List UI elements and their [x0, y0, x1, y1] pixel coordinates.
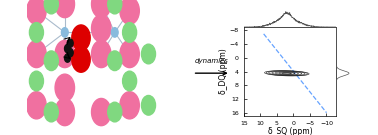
- Ellipse shape: [44, 102, 58, 122]
- Ellipse shape: [122, 23, 136, 42]
- Ellipse shape: [72, 25, 90, 51]
- Ellipse shape: [27, 92, 46, 119]
- Text: dynamics: dynamics: [195, 58, 229, 64]
- Ellipse shape: [44, 51, 58, 71]
- Ellipse shape: [65, 54, 70, 62]
- Ellipse shape: [29, 23, 43, 42]
- Ellipse shape: [91, 15, 111, 42]
- Ellipse shape: [55, 74, 74, 101]
- Ellipse shape: [108, 0, 122, 14]
- Ellipse shape: [91, 40, 111, 68]
- Ellipse shape: [55, 98, 74, 126]
- Ellipse shape: [108, 102, 122, 122]
- Ellipse shape: [122, 71, 136, 91]
- Ellipse shape: [67, 39, 73, 47]
- Ellipse shape: [120, 40, 139, 68]
- Ellipse shape: [67, 48, 73, 57]
- Ellipse shape: [72, 47, 90, 72]
- Ellipse shape: [120, 92, 139, 119]
- Ellipse shape: [65, 44, 70, 53]
- Ellipse shape: [141, 95, 155, 115]
- Ellipse shape: [44, 0, 58, 14]
- Y-axis label: δ_DQ (ppm): δ_DQ (ppm): [219, 49, 228, 94]
- Ellipse shape: [55, 40, 74, 68]
- Ellipse shape: [62, 28, 68, 37]
- Ellipse shape: [91, 0, 111, 18]
- Ellipse shape: [108, 51, 122, 71]
- Ellipse shape: [27, 40, 46, 68]
- Ellipse shape: [91, 98, 111, 126]
- Ellipse shape: [55, 0, 74, 18]
- Ellipse shape: [27, 0, 46, 24]
- X-axis label: δ_SQ (ppm): δ_SQ (ppm): [268, 127, 313, 135]
- Ellipse shape: [112, 28, 118, 37]
- Ellipse shape: [141, 44, 155, 64]
- Ellipse shape: [29, 71, 43, 91]
- Ellipse shape: [120, 0, 139, 24]
